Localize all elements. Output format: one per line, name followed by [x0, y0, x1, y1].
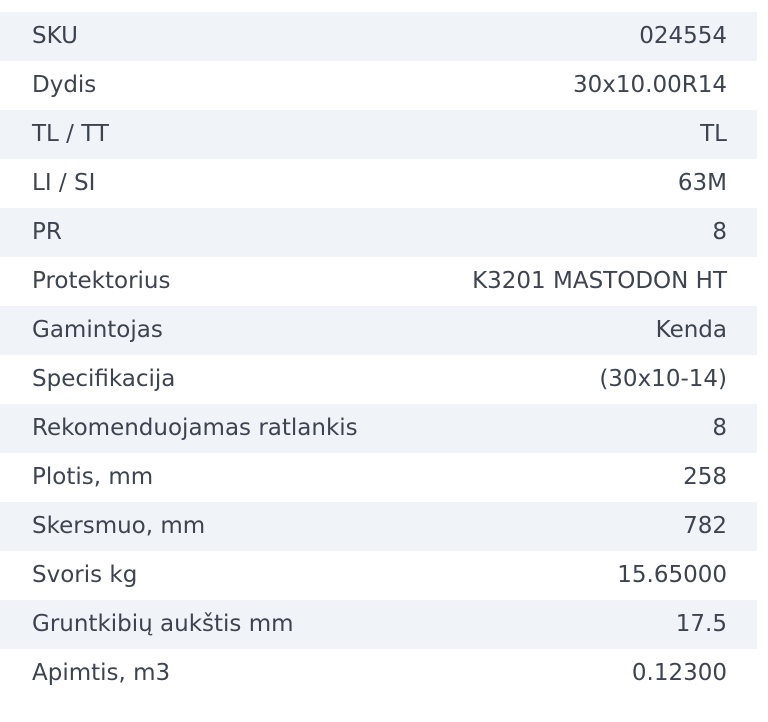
table-row-svoris: Svoris kg 15.65000: [0, 551, 757, 600]
spec-label: LI / SI: [32, 170, 96, 196]
table-row-plotis: Plotis, mm 258: [0, 453, 757, 502]
table-row-protektorius: Protektorius K3201 MASTODON HT: [0, 257, 757, 306]
table-row-li-si: LI / SI 63M: [0, 159, 757, 208]
spec-label: SKU: [32, 23, 78, 49]
spec-label: Protektorius: [32, 268, 171, 294]
spec-value: 0.12300: [631, 660, 727, 686]
table-row-apimtis: Apimtis, m3 0.12300: [0, 649, 757, 698]
spec-value: 8: [712, 219, 727, 245]
spec-label: Gruntkibių aukštis mm: [32, 611, 294, 637]
spec-value: 024554: [639, 23, 727, 49]
spec-label: Plotis, mm: [32, 464, 154, 490]
table-row-sku: SKU 024554: [0, 12, 757, 61]
spec-value: 8: [712, 415, 727, 441]
spec-value: (30x10-14): [599, 366, 727, 392]
table-row-specifikacija: Specifikacija (30x10-14): [0, 355, 757, 404]
spec-value: 17.5: [675, 611, 727, 637]
spec-label: Skersmuo, mm: [32, 513, 206, 539]
spec-label: PR: [32, 219, 62, 245]
spec-value: 782: [683, 513, 727, 539]
table-row-rekomenduojamas-ratlankis: Rekomenduojamas ratlankis 8: [0, 404, 757, 453]
table-row-gamintojas: Gamintojas Kenda: [0, 306, 757, 355]
spec-label: Dydis: [32, 72, 97, 98]
spec-value: K3201 MASTODON HT: [472, 268, 727, 294]
spec-label: Svoris kg: [32, 562, 138, 588]
spec-label: Rekomenduojamas ratlankis: [32, 415, 358, 441]
table-row-tl-tt: TL / TT TL: [0, 110, 757, 159]
spec-value: 258: [683, 464, 727, 490]
table-row-skersmuo: Skersmuo, mm 782: [0, 502, 757, 551]
spec-label: Gamintojas: [32, 317, 163, 343]
table-row-dydis: Dydis 30x10.00R14: [0, 61, 757, 110]
product-spec-table: SKU 024554 Dydis 30x10.00R14 TL / TT TL …: [0, 12, 757, 698]
spec-value: TL: [700, 121, 727, 147]
spec-value: Kenda: [655, 317, 727, 343]
spec-label: Specifikacija: [32, 366, 176, 392]
table-row-pr: PR 8: [0, 208, 757, 257]
spec-label: TL / TT: [32, 121, 109, 147]
spec-value: 30x10.00R14: [573, 72, 727, 98]
spec-value: 63M: [677, 170, 727, 196]
spec-value: 15.65000: [617, 562, 727, 588]
table-row-gruntkibiu-aukstis: Gruntkibių aukštis mm 17.5: [0, 600, 757, 649]
spec-label: Apimtis, m3: [32, 660, 171, 686]
